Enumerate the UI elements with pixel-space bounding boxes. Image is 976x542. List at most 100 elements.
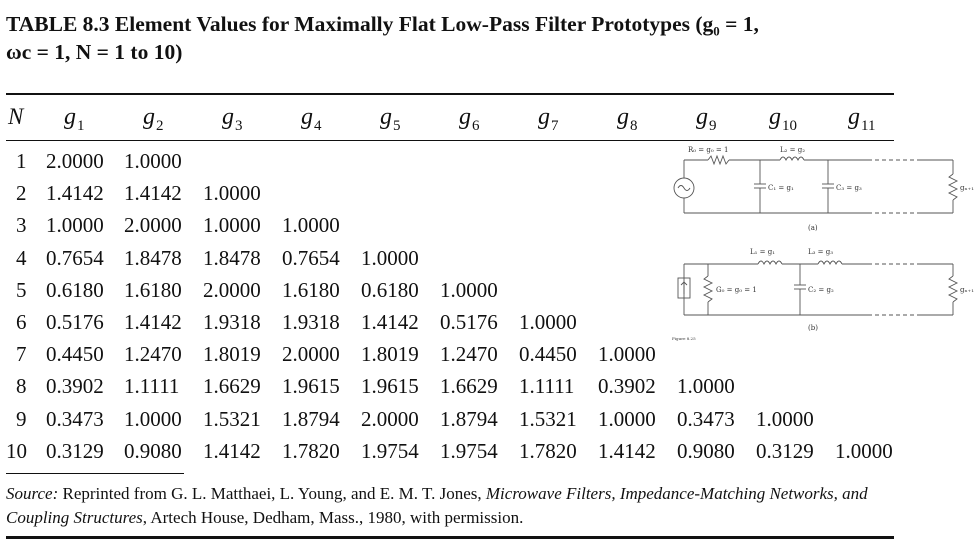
cell-g7: 1.1111 — [519, 374, 575, 399]
header-symbol: g — [459, 104, 471, 130]
header-g9: g9 — [696, 104, 717, 134]
source-note: Source: Reprinted from G. L. Matthaei, L… — [6, 482, 906, 530]
cell-g3: 1.5321 — [203, 406, 261, 431]
cell-g2: 1.2470 — [124, 342, 182, 367]
header-g2: g2 — [143, 104, 164, 134]
cell-g9: 1.0000 — [677, 374, 735, 399]
header-symbol: g — [222, 104, 234, 130]
cell-g5: 2.0000 — [361, 406, 419, 431]
bottom-rule — [6, 536, 894, 539]
cell-g5: 1.8019 — [361, 342, 419, 367]
source-book-title: Microwave Filters, Impedance-Matching Ne… — [6, 484, 868, 527]
circuit-b-labels: L₁ = g₁ L₃ = g₃ G₀ = g₀ = 1 C₂ = g₂ gₙ₊₁… — [672, 248, 974, 341]
cell-g2: 1.4142 — [124, 310, 182, 334]
cell-g8: 1.4142 — [598, 438, 656, 463]
label-l1: L₁ = g₁ — [750, 248, 775, 256]
cell-g3: 2.0000 — [203, 277, 261, 302]
source-text-2: , Artech House, Dedham, Mass., 1980, wit… — [142, 508, 524, 527]
header-symbol: g — [538, 104, 550, 130]
source-label: Source: — [6, 484, 59, 503]
cell-g4: 2.0000 — [282, 342, 340, 367]
header-symbol: g — [301, 104, 313, 130]
header-g6: g6 — [459, 104, 480, 134]
circuit-a-labels: R₀ = g₀ = 1 L₂ = g₂ C₁ = g₁ C₃ = g₃ gₙ₊₁… — [688, 146, 974, 232]
cell-g1: 0.3129 — [46, 438, 104, 463]
cell-g7: 0.4450 — [519, 342, 577, 367]
label-g0: G₀ = g₀ = 1 — [716, 286, 757, 294]
cell-g2: 1.6180 — [124, 277, 182, 302]
header-g10: g10 — [769, 104, 797, 134]
cell-g2: 1.0000 — [124, 406, 182, 431]
cell-g3: 1.8019 — [203, 342, 261, 367]
header-g8: g8 — [617, 104, 638, 134]
cell-g3: 1.0000 — [203, 181, 261, 206]
cell-g5: 1.0000 — [361, 245, 419, 270]
table-title-line2: ωc = 1, N = 1 to 10) — [6, 40, 183, 64]
cell-g9: 0.9080 — [677, 438, 735, 463]
cell-g2: 1.1111 — [124, 374, 180, 399]
header-subscript: 6 — [472, 118, 480, 134]
cell-g5: 1.4142 — [361, 310, 419, 334]
header-symbol: g — [848, 104, 860, 130]
header-subscript: 9 — [709, 118, 717, 134]
table-title-line1: TABLE 8.3 Element Values for Maximally F… — [6, 12, 759, 36]
header-subscript: 1 — [77, 118, 85, 134]
header-subscript: 3 — [235, 118, 243, 134]
table-title: TABLE 8.3 Element Values for Maximally F… — [6, 10, 906, 66]
row-n: 5 — [16, 277, 27, 302]
row-n: 10 — [6, 438, 27, 463]
header-g3: g3 — [222, 104, 243, 134]
header-subscript: 11 — [861, 118, 876, 134]
cell-g6: 1.9754 — [440, 438, 498, 463]
cell-g1: 2.0000 — [46, 149, 104, 173]
cell-g6: 1.8794 — [440, 406, 498, 431]
cell-g1: 0.6180 — [46, 277, 104, 302]
cell-g5: 1.9615 — [361, 374, 419, 399]
header-g1: g1 — [64, 104, 85, 134]
cell-g3: 1.0000 — [203, 213, 261, 238]
row-n: 8 — [16, 374, 27, 399]
cell-g3: 1.4142 — [203, 438, 261, 463]
cell-g4: 1.9615 — [282, 374, 340, 399]
cell-g4: 1.6180 — [282, 277, 340, 302]
header-symbol: N — [8, 104, 24, 129]
cell-g9: 0.3473 — [677, 406, 735, 431]
header-g11: g11 — [848, 104, 875, 134]
cell-g1: 0.3902 — [46, 374, 104, 399]
label-load-a: gₙ₊₁ — [960, 184, 974, 192]
cell-g2: 1.4142 — [124, 181, 182, 206]
header-n: N — [8, 104, 23, 134]
cell-g4: 1.9318 — [282, 310, 340, 334]
top-rule — [6, 93, 894, 95]
header-g4: g4 — [301, 104, 322, 134]
header-symbol: g — [696, 104, 708, 130]
cell-g3: 1.6629 — [203, 374, 261, 399]
header-symbol: g — [380, 104, 392, 130]
row-n: 6 — [16, 310, 27, 334]
label-l3: L₃ = g₃ — [808, 248, 833, 256]
cell-g4: 0.7654 — [282, 245, 340, 270]
filter-circuit-figure: R₀ = g₀ = 1 L₂ = g₂ C₁ = g₁ C₃ = g₃ gₙ₊₁… — [672, 146, 974, 341]
figure-credit: Figure 8.25 — [672, 336, 696, 341]
source-text-1: Reprinted from G. L. Matthaei, L. Young,… — [58, 484, 486, 503]
cell-g10: 0.3129 — [756, 438, 814, 463]
label-c2: C₂ = g₂ — [808, 286, 834, 294]
row-n: 3 — [16, 213, 27, 238]
cell-g4: 1.7820 — [282, 438, 340, 463]
row-n: 9 — [16, 406, 27, 431]
cell-g8: 0.3902 — [598, 374, 656, 399]
header-subscript: 5 — [393, 118, 401, 134]
cell-g7: 1.7820 — [519, 438, 577, 463]
cell-g1: 0.4450 — [46, 342, 104, 367]
header-subscript: 10 — [782, 118, 797, 134]
header-subscript: 4 — [314, 118, 322, 134]
label-c1: C₁ = g₁ — [768, 184, 794, 192]
cell-g6: 0.5176 — [440, 310, 498, 334]
cell-g11: 1.0000 — [835, 438, 893, 463]
cell-g3: 1.8478 — [203, 245, 261, 270]
cell-g5: 0.6180 — [361, 277, 419, 302]
row-n: 7 — [16, 342, 27, 367]
row-n: 4 — [16, 245, 27, 270]
header-subscript: 2 — [156, 118, 164, 134]
cell-g6: 1.0000 — [440, 277, 498, 302]
